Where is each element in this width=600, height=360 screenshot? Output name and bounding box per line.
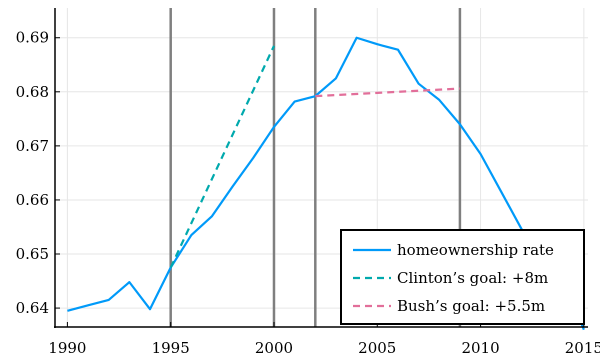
x-tick-label: 2005: [358, 339, 396, 357]
y-tick-label: 0.64: [16, 299, 49, 317]
x-tick-label: 2015: [565, 339, 600, 357]
vertical-lines: [169, 8, 462, 327]
y-tick-label: 0.69: [16, 29, 49, 47]
x-tick-label: 2010: [461, 339, 499, 357]
x-tick-label: 2000: [255, 339, 293, 357]
series-line-2: [315, 87, 460, 98]
series-line-0: [67, 36, 585, 331]
legend: homeownership rate Clinton’s goal: +8m Bus…: [340, 229, 585, 325]
legend-label: Bush’s goal: +5.5m: [397, 297, 545, 315]
y-tick-label: 0.68: [16, 83, 49, 101]
x-tick-label: 1990: [48, 339, 86, 357]
x-tick-label: 1995: [152, 339, 190, 357]
y-tick-label: 0.67: [16, 137, 49, 155]
y-tick-label: 0.66: [16, 191, 49, 209]
series-line-1: [169, 45, 275, 268]
legend-label: Clinton’s goal: +8m: [397, 269, 548, 287]
axes: [54, 8, 588, 328]
y-tick-label: 0.65: [16, 245, 49, 263]
ticks: 1990 1995 2000 2005 2010 2015 0.64 0.65 0.66 0.67…: [16, 29, 600, 357]
series-layer: [67, 36, 585, 331]
legend-label: homeownership rate: [397, 241, 554, 259]
